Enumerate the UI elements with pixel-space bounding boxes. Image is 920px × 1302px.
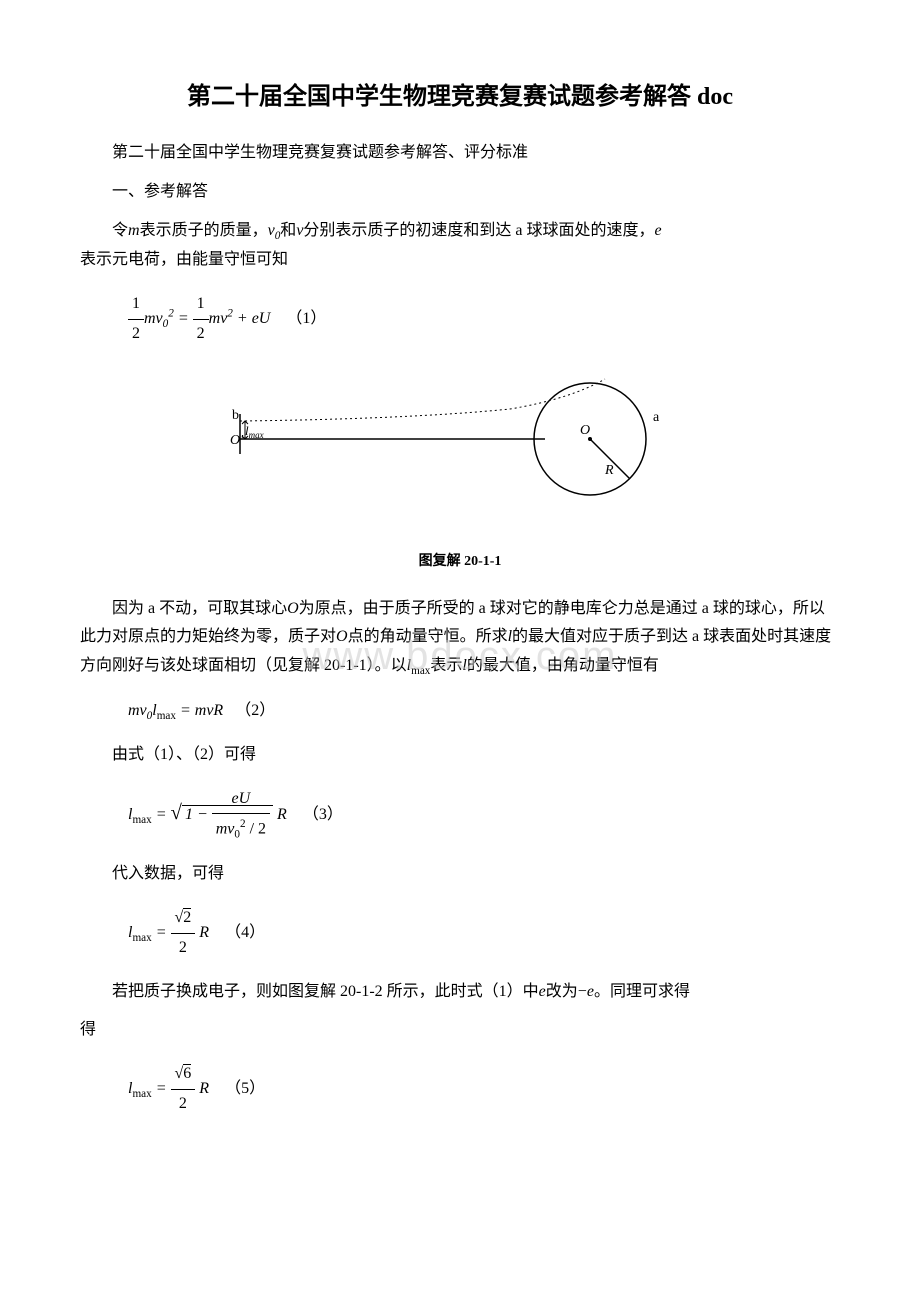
equation-3: lmax = √1 − eUmv02 / 2 R （3）	[128, 785, 840, 845]
text: 若把质子换成电子，则如图复解 20-1-2 所示，此时式（1）中	[112, 983, 539, 1000]
equation-2: mv0lmax = mvR （2）	[128, 697, 840, 726]
diagram-svg: b O' lmax O R a	[210, 369, 710, 529]
eq-label: （2）	[235, 702, 275, 719]
equation-4: lmax = √22 R （4）	[128, 904, 840, 963]
text: 表示元电荷，由能量守恒可知	[80, 246, 288, 275]
figure-caption: 图复解 20-1-1	[80, 549, 840, 574]
label-O: O	[580, 423, 590, 438]
var-O: O	[336, 628, 348, 645]
text: 因为 a 不动，可取其球心	[112, 600, 287, 617]
label-a: a	[653, 410, 660, 425]
equation-5: lmax = √62 R （5）	[128, 1060, 840, 1119]
figure-1: b O' lmax O R a 图复解 20-1-1	[80, 369, 840, 575]
text: 表示质子的质量，	[140, 222, 268, 239]
eq-label: （1）	[286, 310, 326, 327]
paragraph-5: 若把质子换成电子，则如图复解 20-1-2 所示，此时式（1）中e改为−e。同理…	[80, 978, 840, 1007]
label-b: b	[232, 408, 239, 423]
text: 的最大值，由角动量守恒有	[467, 657, 659, 674]
var-lmax: lmax	[407, 657, 431, 674]
subtitle: 第二十届全国中学生物理竞赛复赛试题参考解答、评分标准	[80, 139, 840, 168]
label-R: R	[604, 463, 614, 478]
text: 和	[280, 222, 296, 239]
page-title: 第二十届全国中学生物理竞赛复赛试题参考解答 doc	[80, 76, 840, 119]
eq-label: （5）	[225, 1080, 265, 1097]
var-m: m	[128, 222, 140, 239]
equation-1: 12mv02 = 12mv2 + eU （1）	[128, 290, 840, 349]
text: 表示	[430, 657, 462, 674]
eq-label: （4）	[225, 924, 265, 941]
section-heading: 一、参考解答	[80, 178, 840, 207]
label-Oprime: O'	[230, 433, 244, 448]
label-lmax: lmax	[245, 423, 264, 440]
eq-label: （3）	[303, 806, 343, 823]
text: 点的角动量守恒。所求	[348, 628, 508, 645]
paragraph-1: 令m表示质子的质量，v0和v分别表示质子的初速度和到达 a 球球面处的速度，e表…	[80, 217, 840, 275]
text: 分别表示质子的初速度和到达 a 球球面处的速度，	[303, 222, 654, 239]
paragraph-4: 代入数据，可得	[80, 860, 840, 889]
text: 改为	[546, 983, 578, 1000]
var-v0: v0	[268, 222, 281, 239]
var-e: e	[587, 983, 594, 1000]
paragraph-5b: 得	[80, 1016, 840, 1045]
var-e: e	[539, 983, 546, 1000]
text: 。同理可求得	[594, 983, 690, 1000]
paragraph-2: 因为 a 不动，可取其球心O为原点，由于质子所受的 a 球对它的静电库仑力总是通…	[80, 595, 840, 682]
var-e: e	[655, 222, 662, 239]
var-O: O	[287, 600, 299, 617]
text: 令	[112, 222, 128, 239]
paragraph-3: 由式（1）、（2）可得	[80, 741, 840, 770]
